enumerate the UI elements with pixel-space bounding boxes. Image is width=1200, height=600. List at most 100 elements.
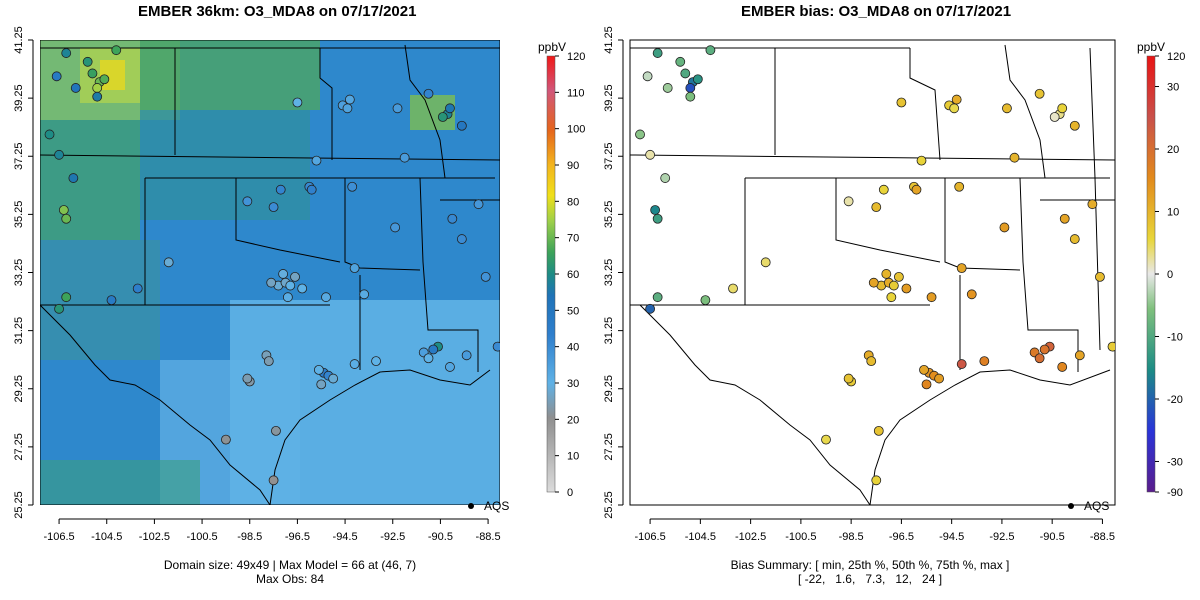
aqs-station-marker bbox=[868, 277, 879, 288]
colorbar-tick-label: 110 bbox=[567, 87, 585, 99]
aqs-station-marker bbox=[1069, 234, 1080, 244]
aqs-station-marker bbox=[652, 48, 663, 58]
aqs-station-marker bbox=[956, 263, 967, 274]
aqs-station-marker bbox=[911, 184, 922, 195]
aqs-station-marker bbox=[1039, 344, 1050, 355]
aqs-station-marker bbox=[271, 425, 281, 436]
y-tick-label: 41.25 bbox=[13, 26, 25, 54]
right-colorbar bbox=[1146, 55, 1156, 493]
aqs-station-marker bbox=[445, 103, 455, 114]
aqs-station-marker bbox=[949, 103, 960, 114]
colorbar-tick-label: 30 bbox=[567, 378, 579, 390]
y-tick-label: 41.25 bbox=[603, 26, 615, 54]
colorbar-tick-label: -20 bbox=[1167, 394, 1183, 406]
colorbar-tick-label: 20 bbox=[1167, 144, 1179, 156]
x-tick-label: -94.5 bbox=[333, 531, 358, 543]
y-tick-label: 27.25 bbox=[603, 433, 615, 461]
aqs-station-marker bbox=[306, 184, 317, 195]
aqs-station-marker bbox=[492, 341, 500, 352]
aqs-station-marker bbox=[896, 97, 907, 108]
aqs-station-marker bbox=[1034, 88, 1045, 99]
y-tick-label: 29.25 bbox=[13, 375, 25, 403]
aqs-station-marker bbox=[51, 71, 62, 82]
colorbar-tick-label: 50 bbox=[567, 305, 579, 317]
aqs-station-marker bbox=[926, 292, 937, 303]
aqs-station-marker bbox=[61, 48, 72, 58]
aqs-station-marker bbox=[61, 213, 72, 224]
aqs-station-marker bbox=[290, 271, 300, 282]
right-colorbar-ticks: -90 -30 -20 -10 0 10 20 30 120 bbox=[1155, 51, 1185, 499]
aqs-station-marker bbox=[268, 202, 279, 213]
aqs-station-marker bbox=[934, 373, 944, 384]
aqs-station-marker bbox=[423, 88, 434, 99]
colorbar-tick-label: -90 bbox=[1167, 487, 1183, 499]
aqs-station-marker bbox=[111, 45, 122, 56]
aqs-station-marker bbox=[445, 362, 455, 372]
x-tick-label: -92.5 bbox=[380, 531, 405, 543]
x-tick-label: -96.5 bbox=[285, 531, 310, 543]
y-tick-label: 37.25 bbox=[13, 142, 25, 170]
aqs-station-marker bbox=[70, 83, 81, 93]
aqs-station-marker bbox=[951, 94, 962, 105]
aqs-station-marker bbox=[359, 289, 370, 300]
right-footer-line-1: Bias Summary: [ min, 25th %, 50th %, 75t… bbox=[730, 558, 1010, 572]
aqs-station-marker bbox=[916, 155, 927, 166]
aqs-station-marker bbox=[728, 283, 738, 294]
aqs-station-marker bbox=[106, 295, 117, 306]
aqs-station-marker bbox=[1074, 350, 1085, 361]
colorbar-tick-label: 30 bbox=[1167, 82, 1179, 94]
y-tick-label: 27.25 bbox=[13, 433, 25, 461]
aqs-station-marker bbox=[873, 425, 884, 436]
aqs-station-marker bbox=[888, 280, 899, 291]
aqs-station-marker bbox=[163, 257, 174, 268]
y-tick-label: 39.25 bbox=[603, 84, 615, 112]
aqs-station-marker bbox=[1009, 152, 1020, 163]
left-colorbar bbox=[546, 55, 556, 493]
right-axes: -106.5 -104.5 -102.5 -100.5 -98.5 -96.5 -94.5 -… bbox=[603, 26, 1115, 543]
y-tick-label: 35.25 bbox=[13, 201, 25, 229]
aqs-station-marker bbox=[866, 356, 877, 367]
aqs-station-marker bbox=[268, 475, 279, 486]
aqs-station-marker bbox=[635, 129, 645, 140]
right-state-boundaries bbox=[630, 44, 1115, 505]
aqs-station-marker bbox=[1034, 353, 1045, 364]
aqs-station-marker bbox=[390, 222, 401, 233]
aqs-station-marker bbox=[843, 196, 854, 207]
y-tick-label: 29.25 bbox=[603, 375, 615, 403]
aqs-station-marker bbox=[456, 234, 467, 244]
aqs-station-marker bbox=[645, 149, 656, 160]
left-legend-label: AQS bbox=[484, 499, 509, 513]
aqs-station-marker bbox=[437, 112, 448, 122]
aqs-station-marker bbox=[956, 359, 967, 369]
colorbar-tick-label: 40 bbox=[567, 342, 579, 354]
y-tick-label: 33.25 bbox=[603, 259, 615, 287]
y-tick-label: 31.25 bbox=[13, 317, 25, 345]
aqs-station-marker bbox=[999, 222, 1010, 233]
aqs-station-marker bbox=[44, 129, 55, 140]
colorbar-tick-label: 120 bbox=[1167, 51, 1185, 63]
colorbar-tick-label: 10 bbox=[1167, 207, 1179, 219]
right-panel-title: EMBER bias: O3_MDA8 on 07/17/2021 bbox=[741, 3, 1012, 20]
aqs-station-marker bbox=[979, 356, 990, 367]
aqs-station-marker bbox=[92, 83, 103, 93]
aqs-station-marker bbox=[473, 199, 484, 210]
aqs-station-marker bbox=[1069, 120, 1080, 131]
aqs-station-marker bbox=[652, 213, 663, 224]
colorbar-tick-label: 10 bbox=[567, 451, 579, 463]
aqs-station-marker bbox=[221, 434, 231, 445]
aqs-station-marker bbox=[292, 97, 303, 108]
aqs-station-marker bbox=[321, 292, 331, 303]
left-colorbar-unit: ppbV bbox=[538, 40, 567, 54]
aqs-station-marker bbox=[1107, 341, 1115, 352]
aqs-station-marker bbox=[662, 83, 673, 93]
aqs-station-marker bbox=[285, 280, 296, 291]
x-tick-label: -88.5 bbox=[1090, 531, 1115, 543]
aqs-station-marker bbox=[275, 184, 286, 195]
aqs-station-marker bbox=[316, 379, 327, 390]
aqs-station-marker bbox=[645, 303, 656, 314]
x-tick-label: -96.5 bbox=[889, 531, 914, 543]
colorbar-tick-label: 70 bbox=[567, 233, 579, 245]
y-tick-label: 31.25 bbox=[603, 317, 615, 345]
x-tick-label: -100.5 bbox=[785, 531, 816, 543]
aqs-station-marker bbox=[893, 271, 904, 282]
